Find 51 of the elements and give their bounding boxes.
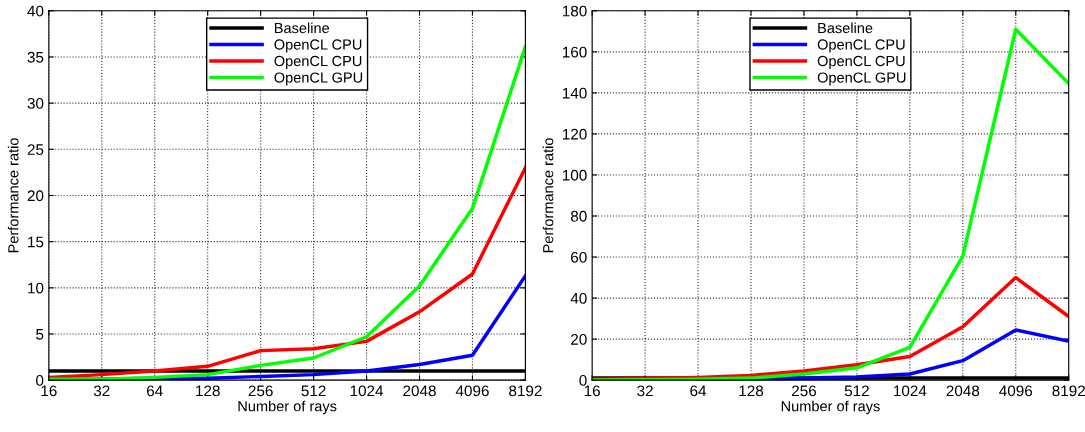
x-tick-label: 4096 <box>999 385 1033 397</box>
x-tick-label: 128 <box>196 385 220 397</box>
x-tick-label: 64 <box>147 385 163 397</box>
y-tick-label: 120 <box>562 128 587 140</box>
legend-label: OpenCL CPU <box>817 39 905 53</box>
x-tick-label: 1024 <box>894 385 927 397</box>
x-tick-label: 8192 <box>509 385 542 397</box>
x-tick-label: 2048 <box>403 385 436 397</box>
y-axis-title: Performance ratio <box>542 138 554 253</box>
y-tick-label: 20 <box>571 333 587 345</box>
y-tick-label: 40 <box>27 5 44 17</box>
y-tick-label: 180 <box>562 5 587 17</box>
y-tick-label: 35 <box>27 51 44 63</box>
y-tick-label: 0 <box>36 375 44 386</box>
legend-label: OpenCL GPU <box>274 72 363 86</box>
y-tick-label: 25 <box>27 144 44 155</box>
y-tick-label: 60 <box>571 251 587 263</box>
y-tick-label: 160 <box>562 46 587 58</box>
legend-label: OpenCL CPU <box>817 55 905 70</box>
legend-label: Baseline <box>274 22 330 34</box>
y-tick-label: 20 <box>27 190 44 202</box>
y-axis-title: Performance ratio <box>7 138 19 253</box>
y-tick-label: 40 <box>570 292 587 304</box>
x-tick-label: 2048 <box>946 385 980 397</box>
y-tick-label: 5 <box>36 329 44 340</box>
x-tick-label: 32 <box>93 385 110 397</box>
legend-label: OpenCL GPU <box>817 72 906 86</box>
y-tick-label: 30 <box>27 98 44 109</box>
x-tick-label: 8192 <box>1052 385 1085 397</box>
x-tick-label: 256 <box>248 385 273 397</box>
legend-label: OpenCL CPU <box>274 39 362 53</box>
y-tick-label: 0 <box>579 375 587 386</box>
x-tick-label: 128 <box>739 385 764 397</box>
x-tick-label: 32 <box>637 385 653 397</box>
x-tick-label: 1024 <box>350 385 384 397</box>
y-tick-label: 15 <box>28 236 44 248</box>
legend-label: OpenCL CPU <box>274 55 362 70</box>
y-tick-label: 140 <box>562 87 587 99</box>
x-tick-label: 512 <box>844 385 869 397</box>
x-tick-label: 16 <box>584 385 600 397</box>
y-tick-label: 100 <box>562 169 587 181</box>
x-tick-label: 16 <box>41 385 57 397</box>
x-tick-label: 64 <box>690 385 707 397</box>
x-axis-title: Number of rays <box>238 400 337 415</box>
y-tick-label: 80 <box>570 210 587 222</box>
x-tick-label: 256 <box>791 385 817 397</box>
x-tick-label: 4096 <box>455 385 489 397</box>
legend-label: Baseline <box>818 22 873 34</box>
x-tick-label: 512 <box>301 385 326 397</box>
x-axis-title: Number of rays <box>781 400 880 415</box>
y-tick-label: 10 <box>28 282 44 294</box>
